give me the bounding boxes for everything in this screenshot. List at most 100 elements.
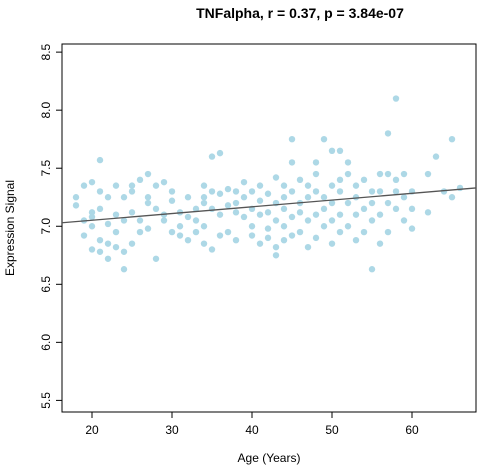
point <box>240 194 248 201</box>
point <box>272 243 280 251</box>
y-tick-label: 8.0 <box>39 102 53 119</box>
point <box>200 240 208 247</box>
point <box>264 225 272 232</box>
point <box>136 176 144 184</box>
point <box>344 170 352 178</box>
point <box>304 217 312 224</box>
point <box>240 178 248 186</box>
point <box>344 199 352 207</box>
point <box>280 205 288 213</box>
y-tick-label: 6.0 <box>39 334 53 351</box>
x-tick-label: 50 <box>325 423 339 437</box>
point <box>216 232 224 239</box>
point <box>360 176 368 184</box>
point <box>336 176 344 184</box>
point <box>296 228 304 236</box>
point <box>328 217 336 224</box>
point <box>304 182 312 189</box>
point <box>248 188 256 195</box>
point <box>88 213 96 221</box>
point <box>136 228 144 236</box>
point <box>184 213 192 221</box>
x-tick-label: 60 <box>405 423 419 437</box>
point <box>256 240 264 247</box>
point <box>328 147 336 155</box>
point <box>312 211 320 218</box>
point <box>336 147 344 155</box>
point <box>384 228 392 236</box>
point <box>280 223 288 230</box>
point <box>88 209 96 216</box>
point <box>304 243 312 251</box>
point <box>192 205 200 213</box>
point <box>112 211 120 218</box>
point <box>400 194 408 201</box>
point <box>200 182 208 189</box>
point <box>216 190 224 197</box>
point <box>88 178 96 186</box>
point <box>200 223 208 230</box>
point <box>144 194 152 201</box>
point <box>272 252 280 259</box>
point <box>120 248 128 255</box>
point <box>384 130 392 137</box>
point <box>376 170 384 178</box>
point <box>128 188 136 195</box>
point <box>160 178 168 186</box>
point <box>152 182 160 189</box>
point <box>328 240 336 247</box>
point <box>104 255 112 262</box>
point <box>408 205 416 213</box>
point <box>312 234 320 242</box>
point <box>376 188 384 195</box>
point <box>200 194 208 201</box>
point <box>104 194 112 201</box>
point <box>448 194 456 201</box>
point <box>312 188 320 195</box>
point <box>320 194 328 201</box>
point <box>368 188 376 195</box>
point <box>288 159 296 166</box>
point <box>320 135 328 143</box>
point <box>216 149 224 157</box>
point <box>136 217 144 224</box>
point <box>120 194 128 201</box>
point <box>152 255 160 262</box>
point <box>88 223 96 230</box>
point <box>128 240 136 247</box>
y-axis-label: Expression Signal <box>3 180 17 276</box>
point <box>408 225 416 232</box>
point <box>328 199 336 207</box>
y-tick-label: 6.5 <box>39 276 53 293</box>
point <box>352 236 360 244</box>
point <box>272 174 280 181</box>
point <box>368 199 376 207</box>
point <box>336 228 344 236</box>
point <box>208 153 216 160</box>
point <box>328 182 336 189</box>
point <box>144 199 152 207</box>
point <box>448 135 456 143</box>
point <box>96 248 104 255</box>
point <box>192 228 200 236</box>
point <box>232 236 240 244</box>
point <box>224 202 232 209</box>
point <box>232 209 240 216</box>
point <box>160 217 168 224</box>
point <box>80 232 88 239</box>
point <box>96 156 104 164</box>
point <box>288 135 296 143</box>
point <box>280 194 288 201</box>
point <box>280 182 288 189</box>
point <box>248 223 256 230</box>
point <box>392 176 400 184</box>
point <box>424 209 432 216</box>
point <box>232 188 240 195</box>
point <box>376 240 384 247</box>
point <box>336 211 344 218</box>
point <box>168 197 176 204</box>
plot-frame <box>61 43 477 413</box>
point <box>96 205 104 213</box>
point <box>192 217 200 224</box>
point <box>256 182 264 189</box>
